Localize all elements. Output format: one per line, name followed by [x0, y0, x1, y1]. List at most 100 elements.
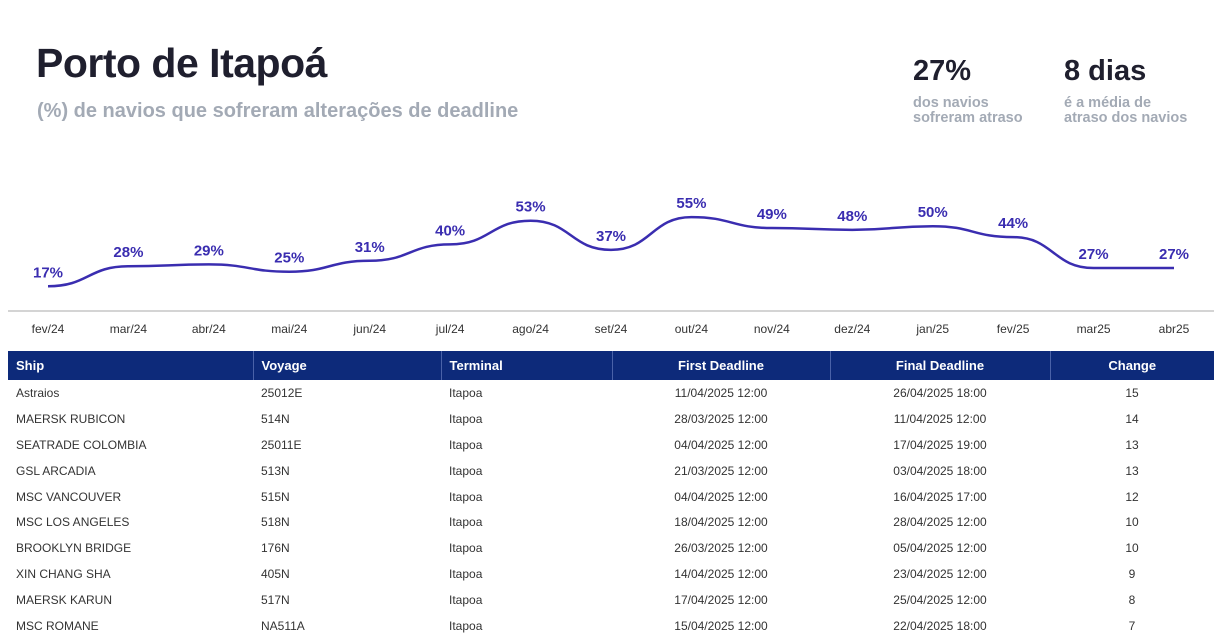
- table-cell: MAERSK KARUN: [16, 593, 113, 608]
- kpi-value: 27%: [913, 55, 972, 87]
- table-cell: 17/04/2025 12:00: [674, 593, 768, 608]
- table-cell: 28/04/2025 12:00: [893, 515, 987, 530]
- column-header[interactable]: Voyage: [253, 351, 442, 380]
- table-cell: 22/04/2025 18:00: [893, 618, 987, 633]
- table-cell: 15: [1125, 385, 1139, 400]
- data-label: 17%: [33, 264, 63, 281]
- kpi-average-delay: 8 dias é a média de atraso dos navios: [1064, 54, 1214, 126]
- table-cell: 16/04/2025 17:00: [893, 489, 987, 504]
- table-cell: 517N: [261, 593, 290, 608]
- table-cell: Itapoa: [449, 489, 483, 504]
- page-title: Porto de Itapoá: [36, 40, 327, 86]
- deadline-table: Ship Voyage Terminal First Deadline Final De…: [8, 351, 1214, 638]
- x-tick-label: mar25: [1077, 322, 1111, 336]
- data-label: 49%: [757, 206, 787, 223]
- table-cell: Itapoa: [449, 618, 483, 633]
- table-cell: 13: [1125, 437, 1139, 452]
- table-row: MSC LOS ANGELES 518N Itapoa 18/04/2025 12:0…: [8, 509, 1214, 535]
- table-cell: Itapoa: [449, 385, 483, 400]
- table-cell: 15/04/2025 12:00: [674, 618, 768, 633]
- data-label: 27%: [1159, 246, 1189, 263]
- x-tick-label: fev/25: [997, 322, 1030, 336]
- table-cell: 513N: [261, 463, 290, 478]
- series-line: [47, 215, 1174, 288]
- x-tick-label: jul/24: [435, 322, 465, 336]
- column-header[interactable]: Final Deadline: [830, 351, 1051, 380]
- table-row: Astraios 25012E Itapoa 11/04/2025 12:00 26/0…: [8, 380, 1214, 406]
- table-cell: 25012E: [261, 385, 303, 400]
- table-row: GSL ARCADIA 513N Itapoa 21/03/2025 12:00 03/…: [8, 458, 1214, 484]
- table-cell: 10: [1125, 515, 1139, 530]
- column-header[interactable]: Change: [1050, 351, 1214, 380]
- kpi-value: 8 dias: [1064, 55, 1147, 87]
- x-tick-label: out/24: [675, 322, 709, 336]
- table-cell: XIN CHANG SHA: [16, 567, 111, 582]
- page-subtitle: (%) de navios que sofreram alterações de…: [37, 100, 519, 122]
- x-tick-label: abr/24: [192, 322, 226, 336]
- table-cell: 14: [1125, 411, 1139, 426]
- table-cell: 10: [1125, 541, 1139, 556]
- table-cell: 28/03/2025 12:00: [674, 411, 768, 426]
- kpi-label: dos navios sofreram atraso: [913, 96, 1063, 126]
- kpi-label-line: dos navios: [913, 95, 989, 111]
- table-cell: 405N: [261, 567, 290, 582]
- table-cell: MAERSK RUBICON: [16, 411, 126, 426]
- x-tick-label: jun/24: [352, 322, 386, 336]
- kpi-label-line: atraso dos navios: [1064, 110, 1188, 126]
- table-cell: Itapoa: [449, 463, 483, 478]
- data-label: 37%: [596, 228, 626, 245]
- x-tick-label: ago/24: [512, 322, 549, 336]
- data-label: 53%: [516, 199, 546, 216]
- table-cell: Itapoa: [449, 411, 483, 426]
- table-body: Astraios 25012E Itapoa 11/04/2025 12:00 26/0…: [8, 380, 1214, 638]
- table-cell: 14/04/2025 12:00: [674, 567, 768, 582]
- x-tick-label: abr25: [1159, 322, 1190, 336]
- table-cell: 18/04/2025 12:00: [674, 515, 768, 530]
- kpi-label-line: é a média de: [1064, 95, 1152, 111]
- table-cell: 176N: [261, 541, 290, 556]
- table-cell: BROOKLYN BRIDGE: [16, 541, 132, 556]
- table-row: MAERSK RUBICON 514N Itapoa 28/03/2025 12:00…: [8, 406, 1214, 432]
- table-cell: 04/04/2025 12:00: [674, 489, 768, 504]
- table-cell: Astraios: [16, 385, 60, 400]
- column-header[interactable]: Terminal: [441, 351, 613, 380]
- data-label: 44%: [998, 215, 1028, 232]
- table-cell: 12: [1125, 489, 1139, 504]
- table-cell: 21/03/2025 12:00: [674, 463, 768, 478]
- table-row: BROOKLYN BRIDGE 176N Itapoa 26/03/2025 12:0…: [8, 535, 1214, 561]
- table-cell: 17/04/2025 19:00: [893, 437, 987, 452]
- table-cell: 25/04/2025 12:00: [893, 593, 987, 608]
- table-cell: 23/04/2025 12:00: [893, 567, 987, 582]
- data-label: 40%: [435, 222, 465, 239]
- table-row: XIN CHANG SHA 405N Itapoa 14/04/2025 12:00 2…: [8, 561, 1214, 587]
- x-tick-label: fev/24: [32, 322, 65, 336]
- table-cell: Itapoa: [449, 593, 483, 608]
- table-cell: 25011E: [261, 437, 302, 452]
- kpi-label: é a média de atraso dos navios: [1064, 96, 1214, 126]
- x-tick-label: mai/24: [271, 322, 307, 336]
- x-tick-label: set/24: [595, 322, 628, 336]
- table-row: MAERSK KARUN 517N Itapoa 17/04/2025 12:00 25…: [8, 587, 1214, 613]
- table-cell: 11/04/2025 12:00: [893, 411, 987, 426]
- kpi-label-line: sofreram atraso: [913, 110, 1023, 126]
- table-cell: MSC ROMANE: [16, 618, 99, 633]
- x-tick-label: dez/24: [834, 322, 870, 336]
- x-tick-label: mar/24: [110, 322, 148, 336]
- column-header[interactable]: Ship: [8, 351, 254, 380]
- table-header-row: Ship Voyage Terminal First Deadline Final De…: [8, 351, 1214, 380]
- column-header[interactable]: First Deadline: [612, 351, 831, 380]
- table-cell: 8: [1128, 593, 1136, 608]
- data-label: 27%: [1079, 246, 1109, 263]
- table-cell: 9: [1128, 567, 1136, 582]
- table-cell: 26/03/2025 12:00: [674, 541, 768, 556]
- table-cell: Itapoa: [449, 567, 483, 582]
- data-label: 28%: [113, 244, 143, 261]
- table-cell: SEATRADE COLOMBIA: [16, 437, 147, 452]
- table-cell: 7: [1128, 618, 1136, 633]
- data-label: 29%: [194, 242, 224, 259]
- table-cell: 04/04/2025 12:00: [674, 437, 768, 452]
- table-cell: 05/04/2025 12:00: [893, 541, 987, 556]
- table-row: SEATRADE COLOMBIA 25011E Itapoa 04/04/2025 …: [8, 432, 1214, 458]
- table-cell: 514N: [261, 411, 290, 426]
